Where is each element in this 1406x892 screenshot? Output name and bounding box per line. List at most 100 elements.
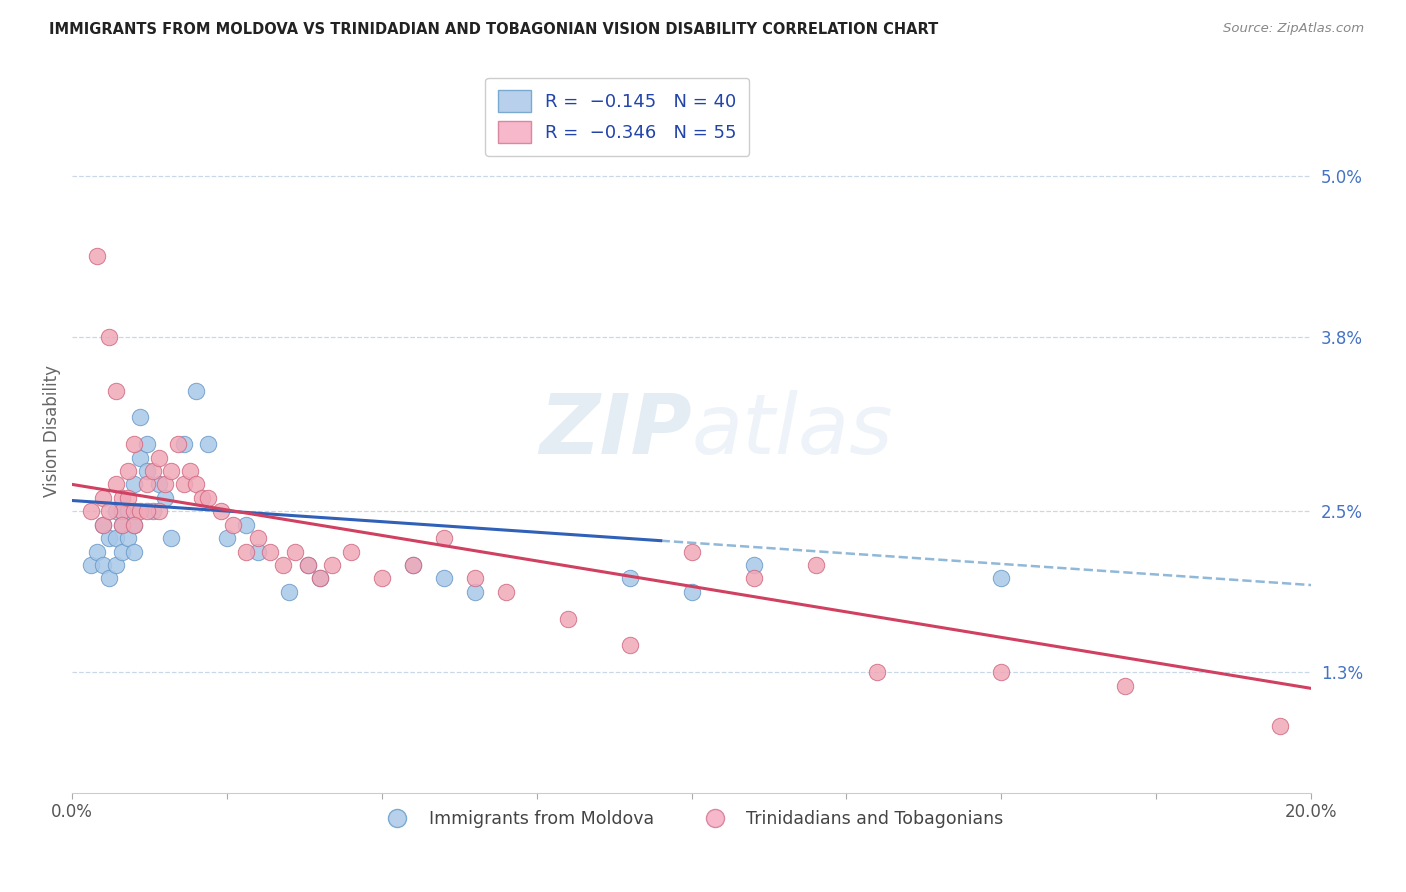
Point — [235, 544, 257, 558]
Point — [111, 544, 134, 558]
Point — [111, 491, 134, 505]
Point — [122, 544, 145, 558]
Point — [91, 517, 114, 532]
Text: Source: ZipAtlas.com: Source: ZipAtlas.com — [1223, 22, 1364, 36]
Point — [98, 531, 121, 545]
Point — [166, 437, 188, 451]
Point — [148, 477, 170, 491]
Point — [80, 504, 103, 518]
Point — [111, 517, 134, 532]
Point — [122, 477, 145, 491]
Point — [160, 531, 183, 545]
Point — [122, 517, 145, 532]
Point — [104, 384, 127, 398]
Point — [259, 544, 281, 558]
Point — [153, 491, 176, 505]
Point — [197, 437, 219, 451]
Point — [111, 504, 134, 518]
Point — [122, 504, 145, 518]
Point — [495, 584, 517, 599]
Point — [117, 491, 139, 505]
Point — [402, 558, 425, 572]
Text: IMMIGRANTS FROM MOLDOVA VS TRINIDADIAN AND TOBAGONIAN VISION DISABILITY CORRELAT: IMMIGRANTS FROM MOLDOVA VS TRINIDADIAN A… — [49, 22, 938, 37]
Point — [104, 504, 127, 518]
Point — [557, 611, 579, 625]
Point — [1268, 719, 1291, 733]
Point — [309, 571, 332, 585]
Point — [98, 330, 121, 344]
Point — [184, 477, 207, 491]
Point — [742, 571, 765, 585]
Point — [135, 477, 157, 491]
Point — [117, 531, 139, 545]
Text: atlas: atlas — [692, 391, 893, 471]
Point — [247, 531, 270, 545]
Point — [433, 571, 456, 585]
Y-axis label: Vision Disability: Vision Disability — [44, 365, 60, 497]
Point — [173, 477, 195, 491]
Point — [209, 504, 232, 518]
Point — [681, 584, 703, 599]
Point — [222, 517, 245, 532]
Point — [619, 571, 641, 585]
Point — [191, 491, 214, 505]
Point — [117, 464, 139, 478]
Point — [98, 571, 121, 585]
Point — [866, 665, 889, 680]
Point — [129, 410, 152, 425]
Point — [340, 544, 363, 558]
Point — [142, 464, 165, 478]
Point — [173, 437, 195, 451]
Point — [122, 437, 145, 451]
Point — [742, 558, 765, 572]
Point — [321, 558, 343, 572]
Point — [278, 584, 301, 599]
Point — [990, 571, 1012, 585]
Point — [371, 571, 394, 585]
Point — [247, 544, 270, 558]
Point — [91, 558, 114, 572]
Point — [111, 517, 134, 532]
Point — [235, 517, 257, 532]
Point — [135, 504, 157, 518]
Point — [309, 571, 332, 585]
Point — [122, 517, 145, 532]
Point — [86, 544, 108, 558]
Point — [104, 558, 127, 572]
Point — [135, 464, 157, 478]
Text: ZIP: ZIP — [538, 391, 692, 471]
Point — [297, 558, 319, 572]
Point — [464, 571, 486, 585]
Point — [104, 477, 127, 491]
Point — [681, 544, 703, 558]
Legend: Immigrants from Moldova, Trinidadians and Tobagonians: Immigrants from Moldova, Trinidadians an… — [373, 803, 1010, 835]
Point — [142, 504, 165, 518]
Point — [990, 665, 1012, 680]
Point — [184, 384, 207, 398]
Point — [129, 504, 152, 518]
Point — [619, 639, 641, 653]
Point — [135, 437, 157, 451]
Point — [1114, 679, 1136, 693]
Point — [91, 491, 114, 505]
Point — [98, 504, 121, 518]
Point — [148, 450, 170, 465]
Point — [464, 584, 486, 599]
Point — [91, 517, 114, 532]
Point — [148, 504, 170, 518]
Point — [86, 249, 108, 263]
Point — [104, 531, 127, 545]
Point — [129, 450, 152, 465]
Point — [217, 531, 239, 545]
Point — [160, 464, 183, 478]
Point — [804, 558, 827, 572]
Point — [179, 464, 201, 478]
Point — [271, 558, 294, 572]
Point — [297, 558, 319, 572]
Point — [284, 544, 307, 558]
Point — [117, 504, 139, 518]
Point — [433, 531, 456, 545]
Point — [197, 491, 219, 505]
Point — [80, 558, 103, 572]
Point — [402, 558, 425, 572]
